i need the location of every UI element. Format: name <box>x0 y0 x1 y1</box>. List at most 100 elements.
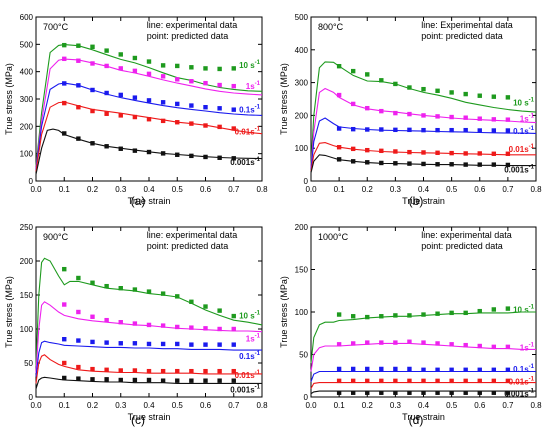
data-point <box>365 72 370 77</box>
data-point <box>118 341 123 346</box>
data-point <box>505 390 511 395</box>
data-point <box>203 66 208 71</box>
data-point <box>505 162 511 168</box>
legend-note: point: predicted data <box>421 31 503 41</box>
data-point <box>505 367 511 372</box>
series-label: 0.01s-1 <box>509 144 535 154</box>
data-point <box>505 128 511 133</box>
data-point <box>393 390 398 395</box>
data-point <box>477 128 482 133</box>
series-label: 0.1s-1 <box>513 126 535 136</box>
data-point <box>104 48 109 53</box>
data-point <box>76 83 81 88</box>
data-point <box>350 159 356 164</box>
data-point <box>449 114 454 120</box>
data-point <box>463 127 468 133</box>
data-point <box>175 341 180 347</box>
data-point <box>231 378 236 383</box>
x-tick-label: 0.3 <box>115 185 127 194</box>
data-point <box>365 390 370 395</box>
data-point <box>90 280 95 285</box>
data-point <box>90 87 95 93</box>
data-point <box>449 150 454 156</box>
data-point <box>407 339 412 344</box>
data-point <box>90 366 95 372</box>
data-point <box>477 116 482 121</box>
data-point <box>435 390 440 395</box>
y-tick-label: 100 <box>20 325 34 334</box>
data-point <box>421 312 426 317</box>
data-point <box>90 141 95 146</box>
data-point <box>421 340 426 345</box>
series-label: 0.01s-1 <box>235 126 261 136</box>
data-point <box>146 71 152 77</box>
y-tick-label: 400 <box>295 46 309 55</box>
x-tick-label: 0.5 <box>172 185 184 194</box>
series-line <box>35 257 263 367</box>
data-point <box>90 61 95 66</box>
data-point <box>379 127 384 132</box>
data-point <box>491 367 497 372</box>
data-point <box>62 375 67 381</box>
data-point <box>160 74 166 79</box>
data-point <box>421 390 426 395</box>
data-point <box>365 340 370 345</box>
data-point <box>350 314 356 319</box>
plot-frame <box>310 16 537 182</box>
data-point <box>350 101 356 107</box>
data-point <box>350 146 356 152</box>
data-point <box>76 58 81 63</box>
data-point <box>350 390 356 395</box>
x-tick-label: 0.3 <box>390 401 402 410</box>
data-point <box>336 145 342 150</box>
data-point <box>146 59 152 64</box>
data-point <box>203 378 208 383</box>
series-line <box>310 311 536 364</box>
series-label: 10 s-1 <box>513 304 535 314</box>
y-tick-label: 400 <box>20 68 34 77</box>
series-label: 0.001s-1 <box>504 389 534 399</box>
data-point <box>231 126 236 131</box>
legend-note: point: predicted data <box>147 241 229 251</box>
data-point <box>505 151 511 156</box>
data-point <box>379 108 384 114</box>
data-point <box>505 306 511 311</box>
data-point <box>132 68 138 74</box>
data-point <box>62 81 67 86</box>
x-tick-label: 0.3 <box>115 401 127 410</box>
data-point <box>477 308 482 314</box>
data-point <box>217 66 222 72</box>
data-point <box>463 151 468 156</box>
chart-panel-3: 0.0 0.1 0.2 0.3 0.4 0.5 0.6 0.7 0.8 0 50 100 150 200 2… <box>4 223 268 427</box>
chart-panel-4: 0.0 0.1 0.2 0.3 0.4 0.5 0.6 0.7 0.8 0 50 100 150 200 T… <box>279 223 542 427</box>
data-point <box>189 103 194 108</box>
data-point <box>365 147 370 153</box>
data-point <box>407 390 412 395</box>
data-point <box>146 377 152 383</box>
y-tick-label: 200 <box>295 111 309 120</box>
data-point <box>189 342 194 347</box>
x-tick-label: 0.4 <box>418 401 430 410</box>
data-point <box>146 322 152 328</box>
x-tick-label: 0.7 <box>228 185 240 194</box>
data-point <box>90 108 95 114</box>
data-point <box>217 326 222 332</box>
x-tick-label: 0.6 <box>200 401 212 410</box>
data-point <box>160 368 166 374</box>
data-point <box>435 341 440 346</box>
legend-note: line: experimental data <box>147 20 238 30</box>
y-tick-label: 100 <box>295 144 309 153</box>
panel-caption: (c) <box>131 413 145 427</box>
data-point <box>175 77 180 82</box>
data-point <box>379 390 384 395</box>
x-tick-label: 0.2 <box>87 401 99 410</box>
data-point <box>449 127 454 133</box>
y-axis-label: True stress (MPa) <box>279 276 289 348</box>
data-point <box>62 56 67 62</box>
data-point <box>175 63 180 69</box>
y-tick-label: 200 <box>20 122 34 131</box>
x-tick-label: 0.3 <box>390 185 402 194</box>
y-axis-label: True stress (MPa) <box>4 63 14 135</box>
data-point <box>350 341 356 346</box>
data-point <box>76 43 81 48</box>
